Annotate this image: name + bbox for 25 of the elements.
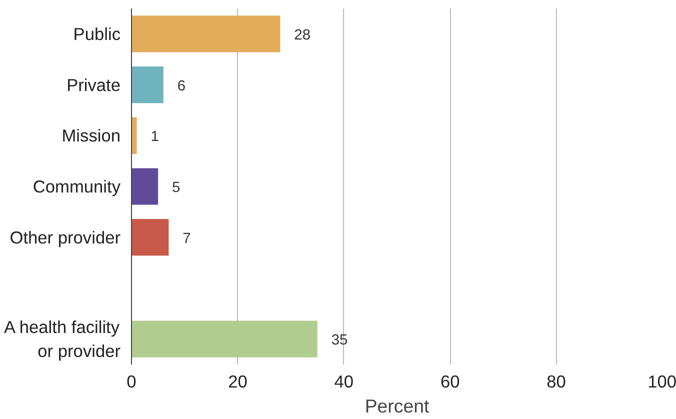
data-label: 5: [172, 180, 180, 196]
x-axis-title: Percent: [364, 396, 430, 416]
y-tick-label: A health facility or provider: [4, 317, 121, 362]
bar: [132, 16, 280, 52]
data-label: 6: [177, 78, 186, 94]
x-tick-label: 60: [440, 372, 460, 392]
y-tick-label: Community: [32, 176, 121, 196]
data-label: 1: [150, 129, 159, 146]
bar: [132, 117, 137, 154]
data-label: 28: [294, 27, 310, 44]
x-tick-label: 80: [546, 372, 566, 392]
x-tick-label: 100: [648, 372, 676, 392]
bar: [132, 168, 158, 205]
data-label: 35: [331, 332, 348, 349]
y-tick-label: Private: [66, 74, 121, 95]
bar: [132, 66, 164, 104]
y-tick-label: Public: [73, 24, 121, 44]
bar: [132, 320, 318, 358]
x-tick-label: 0: [126, 372, 136, 392]
y-tick-label: Other provider: [10, 227, 121, 248]
y-tick-label: Mission: [62, 126, 121, 146]
data-label: 7: [182, 230, 191, 247]
x-tick-label: 20: [228, 372, 248, 392]
bar: [132, 219, 169, 256]
x-tick-label: 40: [334, 372, 354, 392]
